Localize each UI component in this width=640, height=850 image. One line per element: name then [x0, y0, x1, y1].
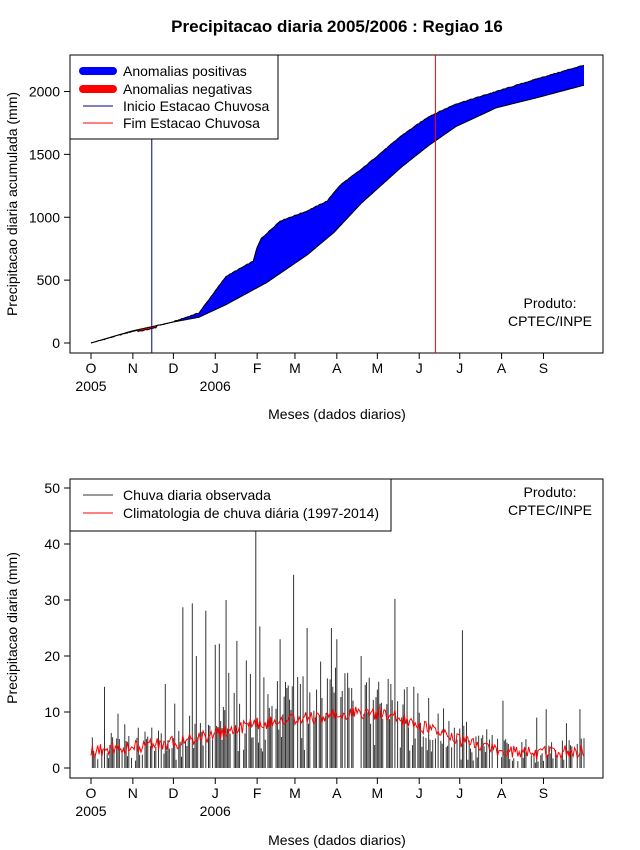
x-year-label: 2006	[200, 803, 231, 819]
bottom-data-layer	[90, 527, 585, 768]
top-legend: Anomalias positivas Anomalias negativas …	[69, 54, 279, 140]
x-tick-label: S	[539, 785, 548, 801]
legend-label-negative: Anomalias negativas	[123, 81, 252, 97]
positive-anomaly-area	[167, 65, 584, 324]
x-tick-label: D	[168, 360, 178, 376]
x-tick-label: F	[253, 785, 262, 801]
x-tick-label: J	[212, 785, 219, 801]
y-tick-label: 0	[52, 760, 60, 776]
bottom-legend: Chuva diaria observada Climatologia de c…	[69, 478, 392, 532]
daily-panel: 0 10 20 30 40 50 O N D J F M A M J J A S 2005 2006 Precipi…	[4, 478, 604, 848]
observed-cumulative-line	[90, 64, 585, 344]
x-tick-label: M	[289, 785, 301, 801]
x-tick-label: J	[416, 360, 423, 376]
x-tick-label: O	[86, 785, 97, 801]
legend-label-inicio: Inicio Estacao Chuvosa	[123, 98, 270, 114]
y-tick-label: 30	[44, 592, 60, 608]
bottom-y-axis-label: Precipitacao diaria (mm)	[4, 552, 20, 704]
x-tick-label: A	[332, 785, 342, 801]
x-tick-label: J	[416, 785, 423, 801]
bottom-annotation-line2: CPTEC/INPE	[508, 502, 592, 518]
x-tick-label: M	[289, 360, 301, 376]
bottom-legend-box	[69, 478, 392, 532]
x-tick-label: F	[253, 360, 262, 376]
legend-label-climatology: Climatologia de chuva diária (1997-2014)	[123, 505, 379, 521]
x-tick-label: M	[372, 785, 384, 801]
top-data-layer	[90, 55, 585, 353]
x-tick-label: N	[128, 360, 138, 376]
x-tick-label: N	[128, 785, 138, 801]
top-y-axis: 0 500 1000 1500 2000	[29, 84, 71, 351]
legend-label-fim: Fim Estacao Chuvosa	[123, 115, 260, 131]
y-tick-label: 1000	[29, 209, 60, 225]
x-tick-label: A	[497, 785, 507, 801]
top-annotation-line1: Produto:	[524, 295, 577, 311]
y-tick-label: 500	[37, 272, 61, 288]
bottom-annotation-line1: Produto:	[524, 484, 577, 500]
x-tick-label: J	[456, 360, 463, 376]
y-tick-label: 40	[44, 536, 60, 552]
top-x-axis-label: Meses (dados diarios)	[268, 406, 406, 422]
legend-label-observed: Chuva diaria observada	[123, 487, 271, 503]
x-tick-label: A	[497, 360, 507, 376]
x-year-label: 2005	[75, 803, 106, 819]
x-year-label: 2005	[75, 378, 106, 394]
x-tick-label: M	[372, 360, 384, 376]
x-tick-label: A	[332, 360, 342, 376]
x-tick-label: O	[86, 360, 97, 376]
top-x-axis: O N D J F M A M J J A S 2005 2006	[75, 352, 548, 394]
x-tick-label: D	[168, 785, 178, 801]
x-tick-label: J	[212, 360, 219, 376]
y-tick-label: 0	[52, 335, 60, 351]
legend-label-positive: Anomalias positivas	[123, 63, 247, 79]
y-tick-label: 1500	[29, 146, 60, 162]
x-tick-label: S	[539, 360, 548, 376]
y-tick-label: 10	[44, 704, 60, 720]
y-tick-label: 50	[44, 480, 60, 496]
x-tick-label: J	[456, 785, 463, 801]
top-annotation-line2: CPTEC/INPE	[508, 313, 592, 329]
y-tick-label: 20	[44, 648, 60, 664]
chart-title: Precipitacao diaria 2005/2006 : Regiao 1…	[171, 17, 503, 36]
bottom-y-axis: 0 10 20 30 40 50	[44, 480, 71, 776]
bottom-x-axis-label: Meses (dados diarios)	[268, 832, 406, 848]
top-y-axis-label: Precipitacao diaria acumulada (mm)	[4, 92, 20, 316]
y-tick-label: 2000	[29, 84, 60, 100]
x-year-label: 2006	[200, 378, 231, 394]
climatology-daily-line	[90, 706, 585, 760]
cumulative-panel: 0 500 1000 1500 2000 O N D J F M A M J J A S 2005 2006 Pr…	[4, 54, 604, 422]
bottom-x-axis: O N D J F M A M J J A S 2005 2006	[75, 777, 548, 819]
